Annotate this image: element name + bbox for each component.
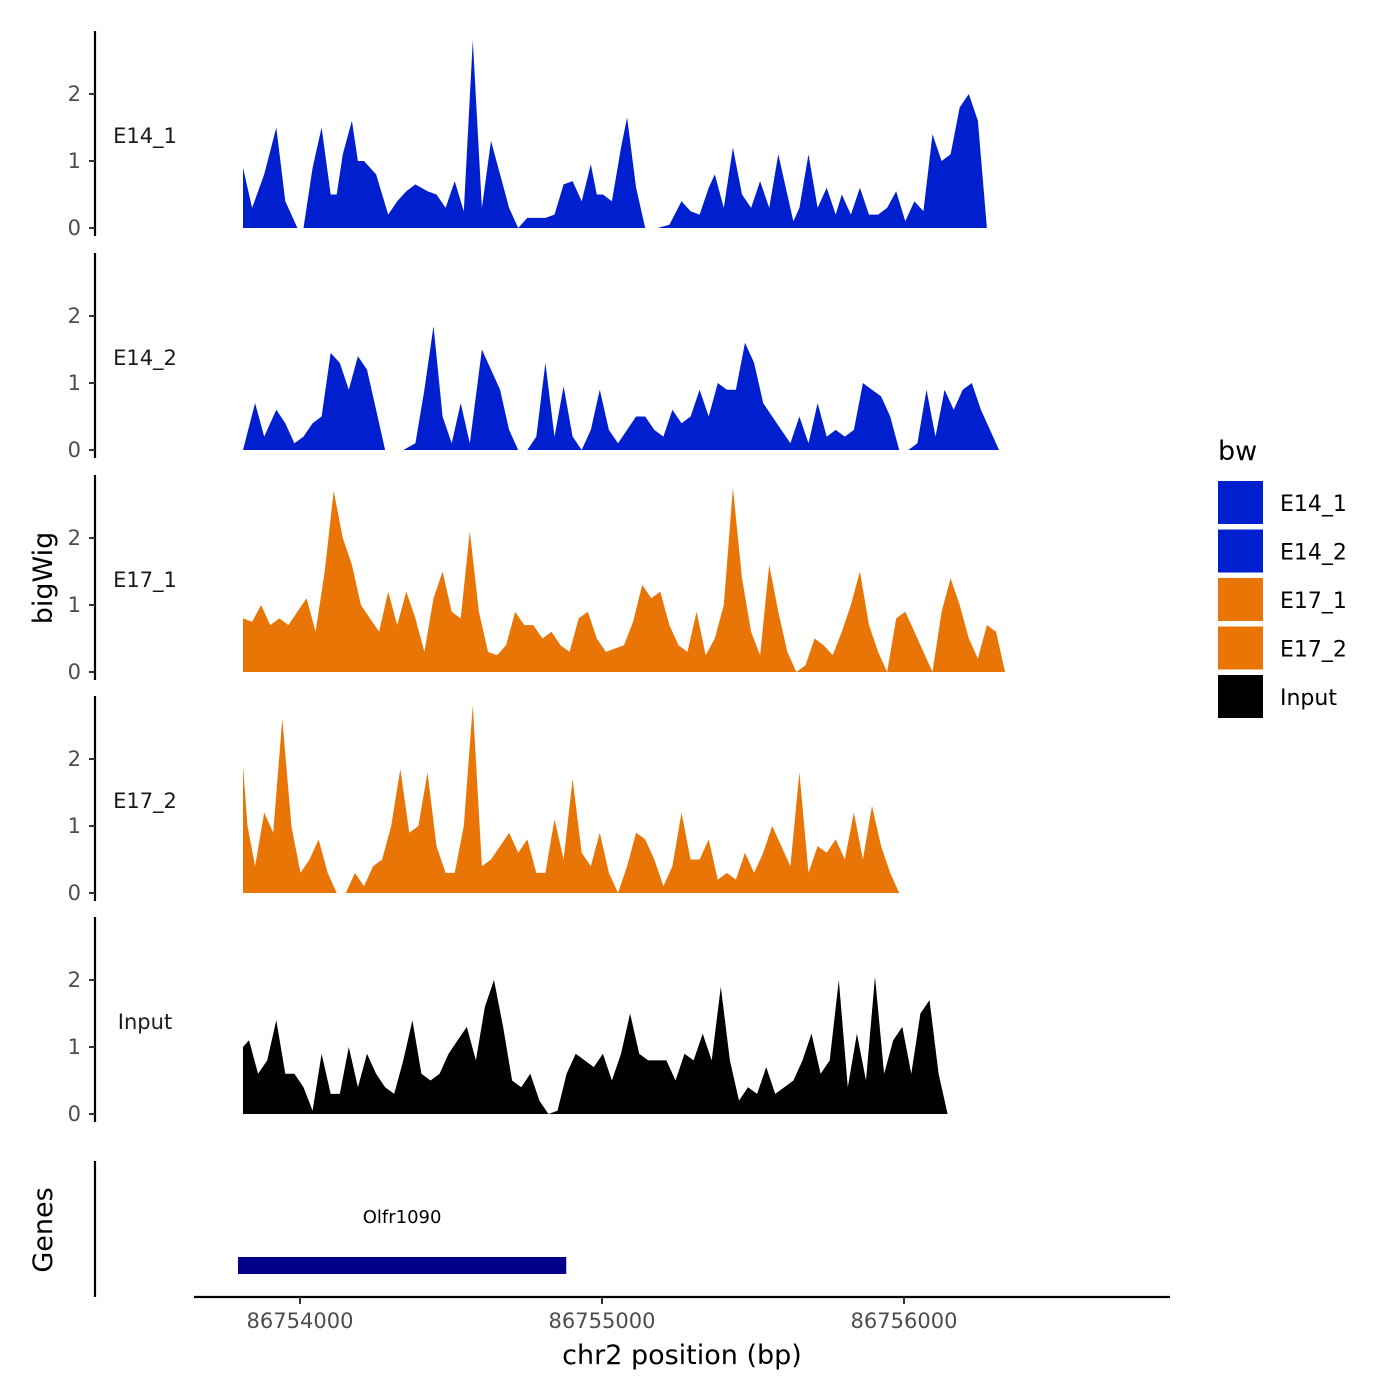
signal-area-E17_1 bbox=[243, 487, 1120, 672]
track-label: E14_2 bbox=[113, 346, 177, 371]
legend-key-E17_2 bbox=[1218, 626, 1263, 670]
x-axis-title: chr2 position (bp) bbox=[562, 1340, 802, 1371]
legend: bw E14_1 E14_2 E17_1 E17_2 Input bbox=[1218, 436, 1347, 718]
signal-area-E17_2 bbox=[243, 705, 1117, 893]
y-tick-label: 1 bbox=[68, 1035, 81, 1059]
y-tick-label: 0 bbox=[68, 1102, 81, 1126]
legend-key-E17_1 bbox=[1218, 578, 1263, 621]
track-label: Input bbox=[118, 1010, 172, 1034]
x-axis: 86754000 86755000 86756000 bbox=[194, 1295, 1170, 1333]
legend-key-E14_1 bbox=[1218, 481, 1263, 524]
y-tick-label: 1 bbox=[68, 814, 81, 838]
track-E17_1: 0 1 2 E17_1 bbox=[68, 475, 1120, 684]
track-Input: 0 1 2 Input bbox=[68, 917, 1120, 1126]
x-tick-label: 86756000 bbox=[851, 1309, 958, 1333]
y-axis-title: bigWig bbox=[28, 532, 59, 625]
genes-panel: Olfr1090 bbox=[93, 1161, 567, 1297]
y-tick-label: 0 bbox=[68, 660, 81, 684]
track-E14_2: 0 1 2 E14_2 bbox=[68, 253, 1117, 462]
y-tick-label: 2 bbox=[68, 747, 81, 771]
genes-axis-title: Genes bbox=[28, 1187, 59, 1272]
y-tick-label: 2 bbox=[68, 304, 81, 328]
track-label: E17_1 bbox=[113, 568, 177, 593]
gene-bar bbox=[238, 1257, 567, 1274]
track-E17_2: 0 1 2 E17_2 bbox=[68, 696, 1117, 905]
signal-area-E14_1 bbox=[243, 40, 1120, 229]
y-tick-label: 2 bbox=[68, 526, 81, 550]
y-tick-label: 1 bbox=[68, 149, 81, 173]
y-tick-label: 2 bbox=[68, 82, 81, 106]
y-tick-label: 0 bbox=[68, 438, 81, 462]
x-tick-label: 86754000 bbox=[247, 1309, 354, 1333]
legend-title: bw bbox=[1218, 436, 1257, 467]
track-label: E14_1 bbox=[113, 124, 177, 149]
signal-area-E14_2 bbox=[243, 326, 1117, 450]
legend-key-E14_2 bbox=[1218, 529, 1263, 573]
track-panels: 0 1 2 E14_1 0 1 2 E14_2 0 1 2 E17_1 0 1 2 E17_2 0 1 2 Input bbox=[68, 31, 1120, 1126]
track-E14_1: 0 1 2 E14_1 bbox=[68, 31, 1120, 240]
y-tick-label: 0 bbox=[68, 216, 81, 240]
legend-label: E14_2 bbox=[1280, 541, 1347, 566]
signal-area-Input bbox=[243, 976, 1120, 1114]
legend-label: E14_1 bbox=[1280, 492, 1347, 517]
legend-label: E17_2 bbox=[1280, 638, 1347, 663]
y-tick-label: 1 bbox=[68, 371, 81, 395]
y-tick-label: 0 bbox=[68, 881, 81, 905]
legend-label: Input bbox=[1280, 686, 1337, 711]
y-tick-label: 1 bbox=[68, 593, 81, 617]
legend-label: E17_1 bbox=[1280, 589, 1347, 614]
track-label: E17_2 bbox=[113, 789, 177, 814]
x-tick-label: 86755000 bbox=[549, 1309, 656, 1333]
y-tick-label: 2 bbox=[68, 968, 81, 992]
gene-label: Olfr1090 bbox=[363, 1207, 442, 1228]
legend-key-Input bbox=[1218, 675, 1263, 718]
